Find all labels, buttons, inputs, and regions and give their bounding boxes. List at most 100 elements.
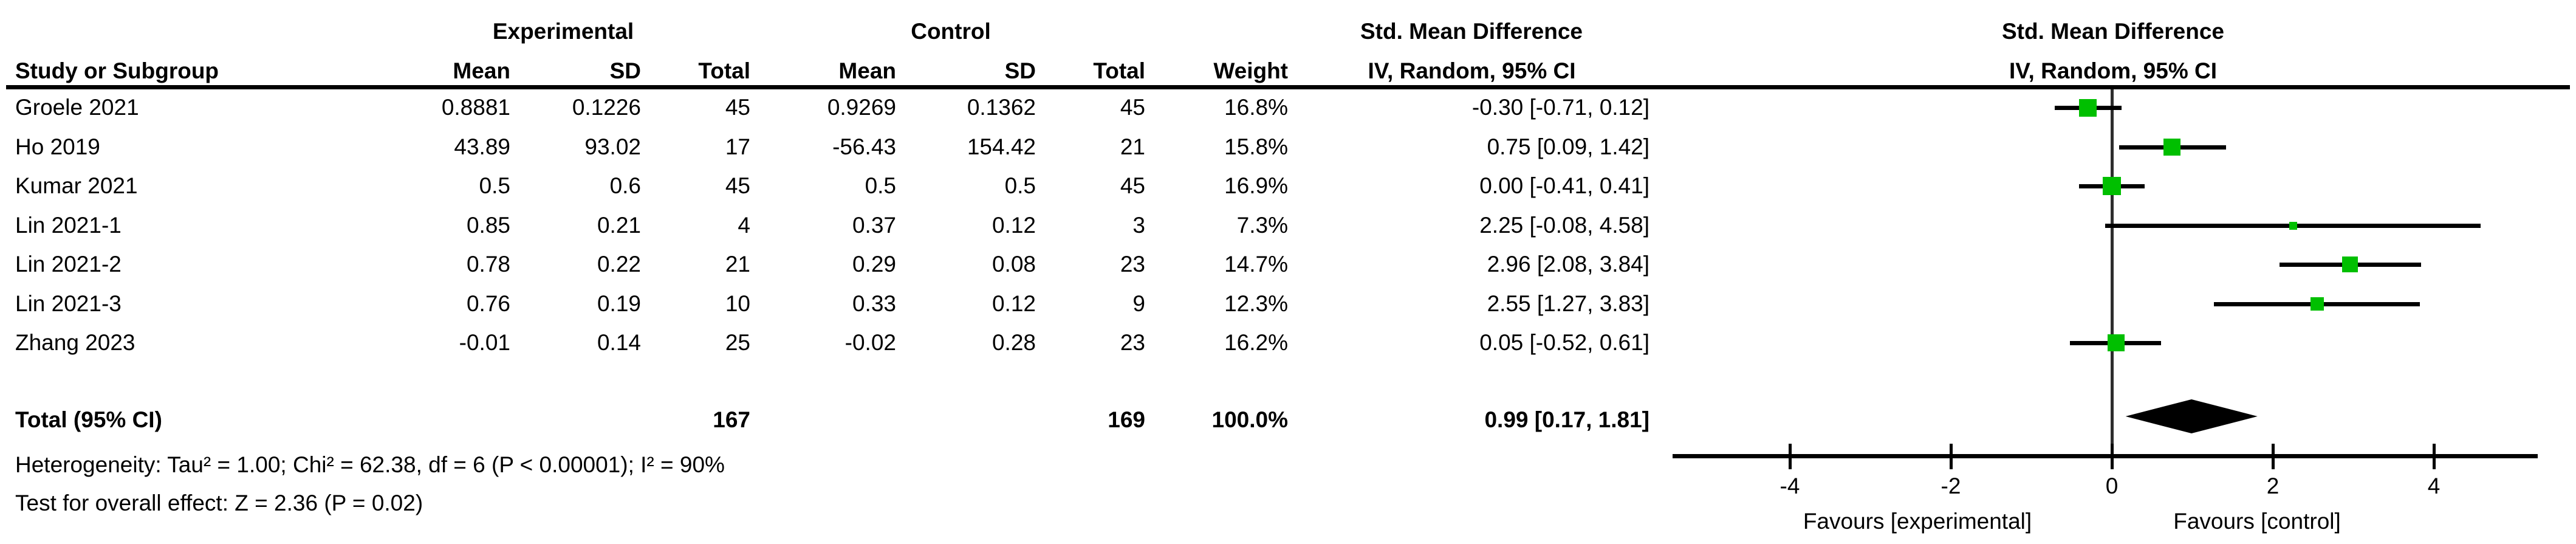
group-header-smd-text: Std. Mean Difference xyxy=(1360,19,1583,44)
axis-tick-label: 2 xyxy=(2266,473,2280,498)
axis-tick xyxy=(1788,444,1792,469)
study-sd-c-cell: 154.42 xyxy=(967,134,1036,159)
point-estimate-marker xyxy=(2289,221,2297,230)
col-header-sd-exp: SD xyxy=(609,58,641,83)
study-total-c-cell: 45 xyxy=(1120,95,1145,120)
point-estimate-marker xyxy=(2310,297,2324,311)
study-weight-cell: 14.7% xyxy=(1224,252,1288,277)
col-header-sd-ctl: SD xyxy=(1004,58,1036,83)
favours-control-label: Favours [control] xyxy=(2173,509,2341,534)
total-row-label: Total (95% CI) xyxy=(15,407,162,432)
study-total-c-cell: 3 xyxy=(1132,213,1145,238)
overall-effect-note: Test for overall effect: Z = 2.36 (P = 0… xyxy=(15,491,423,515)
col-header-total-ctl: Total xyxy=(1093,58,1145,83)
group-header-smd-plot: Std. Mean Difference xyxy=(2002,19,2224,44)
total-row-total-exp: 167 xyxy=(713,407,750,432)
study-name-cell: Zhang 2023 xyxy=(15,330,135,355)
study-name-cell: Lin 2021-2 xyxy=(15,252,122,277)
study-ci-text-cell: 0.05 [-0.52, 0.61] xyxy=(1479,330,1649,355)
total-row-weight: 100.0% xyxy=(1211,407,1289,432)
study-total-c-cell: 23 xyxy=(1120,330,1145,355)
study-sd-c-cell: 0.5 xyxy=(1004,173,1036,198)
group-header-control: Control xyxy=(911,19,991,44)
group-header-experimental: Experimental xyxy=(492,19,634,44)
point-estimate-marker xyxy=(2163,139,2181,156)
study-name-cell: Ho 2019 xyxy=(15,134,100,159)
axis-tick-label: 4 xyxy=(2427,473,2441,498)
study-weight-cell: 16.8% xyxy=(1224,95,1288,120)
study-mean-e-cell: 43.89 xyxy=(454,134,510,159)
col-header-ci-text: IV, Random, 95% CI xyxy=(1368,58,1576,83)
total-row-ci: 0.99 [0.17, 1.81] xyxy=(1484,407,1649,432)
study-total-c-cell: 45 xyxy=(1120,173,1145,198)
study-sd-e-cell: 0.22 xyxy=(597,252,641,277)
study-ci-text-cell: 2.25 [-0.08, 4.58] xyxy=(1479,213,1649,238)
study-sd-e-cell: 0.21 xyxy=(597,213,641,238)
study-weight-cell: 7.3% xyxy=(1236,213,1288,238)
axis-tick-label: -4 xyxy=(1780,473,1800,498)
header-rule xyxy=(6,85,2570,89)
study-sd-c-cell: 0.28 xyxy=(992,330,1036,355)
study-sd-e-cell: 93.02 xyxy=(584,134,641,159)
study-mean-e-cell: 0.8881 xyxy=(441,95,510,120)
study-ci-text-cell: -0.30 [-0.71, 0.12] xyxy=(1471,95,1649,120)
study-total-c-cell: 9 xyxy=(1132,291,1145,316)
study-sd-e-cell: 0.19 xyxy=(597,291,641,316)
col-header-study: Study or Subgroup xyxy=(15,58,219,83)
axis-tick xyxy=(2110,444,2114,469)
axis-tick xyxy=(1949,444,1953,469)
study-name-cell: Kumar 2021 xyxy=(15,173,138,198)
point-estimate-marker xyxy=(2107,334,2125,351)
study-mean-c-cell: 0.37 xyxy=(852,213,896,238)
study-mean-e-cell: -0.01 xyxy=(459,330,510,355)
study-total-e-cell: 4 xyxy=(738,213,750,238)
study-mean-c-cell: -56.43 xyxy=(832,134,896,159)
col-header-weight: Weight xyxy=(1213,58,1288,83)
study-total-e-cell: 25 xyxy=(725,330,750,355)
study-ci-text-cell: 2.55 [1.27, 3.83] xyxy=(1487,291,1649,316)
study-ci-text-cell: 0.75 [0.09, 1.42] xyxy=(1487,134,1649,159)
study-total-c-cell: 21 xyxy=(1120,134,1145,159)
study-mean-c-cell: -0.02 xyxy=(844,330,896,355)
study-weight-cell: 12.3% xyxy=(1224,291,1288,316)
axis-tick-label: 0 xyxy=(2105,473,2119,498)
study-total-c-cell: 23 xyxy=(1120,252,1145,277)
total-row-total-ctl: 169 xyxy=(1108,407,1145,432)
study-sd-c-cell: 0.12 xyxy=(992,213,1036,238)
study-mean-c-cell: 0.5 xyxy=(865,173,896,198)
study-ci-text-cell: 0.00 [-0.41, 0.41] xyxy=(1479,173,1649,198)
col-header-total-exp: Total xyxy=(698,58,750,83)
study-sd-c-cell: 0.08 xyxy=(992,252,1036,277)
axis-tick xyxy=(2432,444,2436,469)
point-estimate-marker xyxy=(2078,98,2097,117)
study-weight-cell: 15.8% xyxy=(1224,134,1288,159)
study-mean-e-cell: 0.5 xyxy=(479,173,510,198)
study-total-e-cell: 17 xyxy=(725,134,750,159)
study-total-e-cell: 21 xyxy=(725,252,750,277)
study-mean-e-cell: 0.85 xyxy=(466,213,510,238)
study-name-cell: Lin 2021-3 xyxy=(15,291,122,316)
study-sd-e-cell: 0.14 xyxy=(597,330,641,355)
axis-tick-label: -2 xyxy=(1941,473,1961,498)
col-header-ci-plot: IV, Random, 95% CI xyxy=(2009,58,2217,83)
study-mean-e-cell: 0.78 xyxy=(466,252,510,277)
col-header-mean-exp: Mean xyxy=(453,58,510,83)
study-sd-c-cell: 0.12 xyxy=(992,291,1036,316)
study-sd-e-cell: 0.1226 xyxy=(572,95,641,120)
study-mean-c-cell: 0.33 xyxy=(852,291,896,316)
study-mean-c-cell: 0.29 xyxy=(852,252,896,277)
heterogeneity-note: Heterogeneity: Tau² = 1.00; Chi² = 62.38… xyxy=(15,452,725,477)
study-ci-text-cell: 2.96 [2.08, 3.84] xyxy=(1487,252,1649,277)
study-mean-c-cell: 0.9269 xyxy=(827,95,896,120)
study-name-cell: Lin 2021-1 xyxy=(15,213,122,238)
study-sd-e-cell: 0.6 xyxy=(609,173,641,198)
study-total-e-cell: 45 xyxy=(725,95,750,120)
study-total-e-cell: 45 xyxy=(725,173,750,198)
x-axis-line xyxy=(1673,453,2538,458)
study-total-e-cell: 10 xyxy=(725,291,750,316)
study-weight-cell: 16.9% xyxy=(1224,173,1288,198)
point-estimate-marker xyxy=(2342,257,2358,272)
pooled-effect-diamond xyxy=(2125,399,2258,433)
col-header-mean-ctl: Mean xyxy=(838,58,896,83)
